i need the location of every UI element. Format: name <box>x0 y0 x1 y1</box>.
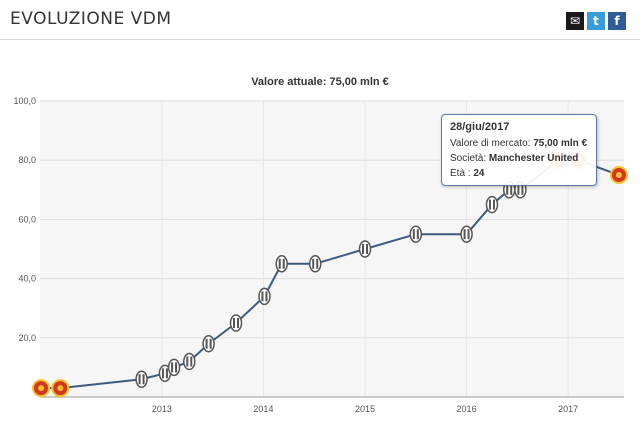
manutd-crest-center <box>57 385 64 392</box>
data-point-juve-crest <box>183 352 196 371</box>
juve-crest-stripe <box>492 199 495 210</box>
juve-crest-stripe <box>521 184 524 195</box>
tooltip-club-label: Società <box>450 153 484 164</box>
juve-crest-stripe <box>366 244 369 254</box>
data-point-juve-crest <box>409 225 423 243</box>
data-point-juve-crest <box>308 255 322 273</box>
juve-crest-stripe <box>233 318 236 328</box>
y-tick-label: 40,0 <box>18 274 36 284</box>
x-tick-label: 2017 <box>558 404 578 414</box>
manutd-crest-center <box>615 172 622 178</box>
y-tick-label: 80,0 <box>18 155 36 165</box>
juve-crest-stripe <box>416 229 419 240</box>
juve-crest-stripe <box>282 258 285 269</box>
juve-crest-stripe <box>488 199 491 210</box>
y-tick-label: 60,0 <box>18 214 36 224</box>
manutd-crest-center <box>38 385 45 392</box>
juve-crest-stripe <box>190 356 193 367</box>
x-tick-label: 2014 <box>253 404 273 414</box>
juve-crest-stripe <box>467 229 470 240</box>
tooltip-age-row: Età : 24 <box>450 168 485 179</box>
tooltip-value-label: Valore di mercato <box>450 138 528 149</box>
juve-crest-stripe <box>510 184 513 195</box>
juve-crest-stripe <box>161 368 164 379</box>
tooltip-date: 28/giu/2017 <box>450 121 510 133</box>
tooltip-club: Manchester United <box>488 153 579 164</box>
juve-crest-stripe <box>142 374 145 385</box>
email-share-icon[interactable]: ✉ <box>566 12 584 30</box>
data-point-juve-crest <box>202 334 215 353</box>
juve-crest-stripe <box>463 229 466 240</box>
page-title: EVOLUZIONE VDM <box>10 9 172 29</box>
data-point-juve-crest <box>135 370 148 388</box>
juve-crest-stripe <box>165 368 168 379</box>
facebook-share-icon[interactable]: f <box>608 12 626 30</box>
juve-crest-stripe <box>362 244 365 254</box>
juve-crest-stripe <box>517 184 520 195</box>
data-point-juve-crest <box>485 195 499 214</box>
header: EVOLUZIONE VDM ✉ t f <box>0 0 640 40</box>
juve-crest-stripe <box>209 338 212 349</box>
x-tick-label: 2015 <box>355 404 375 414</box>
juve-crest-stripe <box>412 229 415 240</box>
tooltip-age: 24 <box>473 168 485 179</box>
chart-tooltip: 28/giu/2017 Valore di mercato: 75,00 mln… <box>441 114 597 186</box>
juve-crest-stripe <box>278 258 281 269</box>
data-point-juve-crest <box>167 358 181 377</box>
tooltip-age-label: Età <box>450 168 466 179</box>
market-value-chart: Valore attuale: 75,00 mln € 100,0 80,0 60,… <box>0 40 640 427</box>
y-tick-label: 20,0 <box>18 333 36 343</box>
juve-crest-stripe <box>506 184 509 195</box>
x-tick-label: 2016 <box>457 404 477 414</box>
twitter-share-icon[interactable]: t <box>587 12 605 30</box>
tooltip-value: 75,00 mln € <box>533 138 588 149</box>
juve-crest-stripe <box>237 318 240 328</box>
data-point-juve-crest <box>229 314 243 332</box>
data-point-juve-crest <box>275 255 288 273</box>
juve-crest-stripe <box>312 258 315 269</box>
chart-title: Valore attuale: 75,00 mln € <box>251 76 389 88</box>
data-point-juve-crest <box>358 240 372 258</box>
juve-crest-stripe <box>171 362 174 373</box>
data-point-juve-crest <box>460 225 473 243</box>
juve-crest-stripe <box>205 338 208 349</box>
data-point-juve-crest <box>258 287 271 306</box>
juve-crest-stripe <box>265 291 268 302</box>
juve-crest-stripe <box>138 374 141 385</box>
x-tick-label: 2013 <box>152 404 172 414</box>
tooltip-value-row: Valore di mercato: 75,00 mln € <box>450 138 588 149</box>
juve-crest-stripe <box>175 362 178 373</box>
tooltip-club-row: Società: Manchester United <box>450 153 579 164</box>
juve-crest-stripe <box>261 291 264 302</box>
juve-crest-stripe <box>186 356 189 367</box>
chart-svg: 100,0 80,0 60,0 40,0 20,0 2013 2014 2015 2016 201… <box>13 96 628 414</box>
juve-crest-stripe <box>316 258 319 269</box>
y-tick-label: 100,0 <box>13 96 36 106</box>
